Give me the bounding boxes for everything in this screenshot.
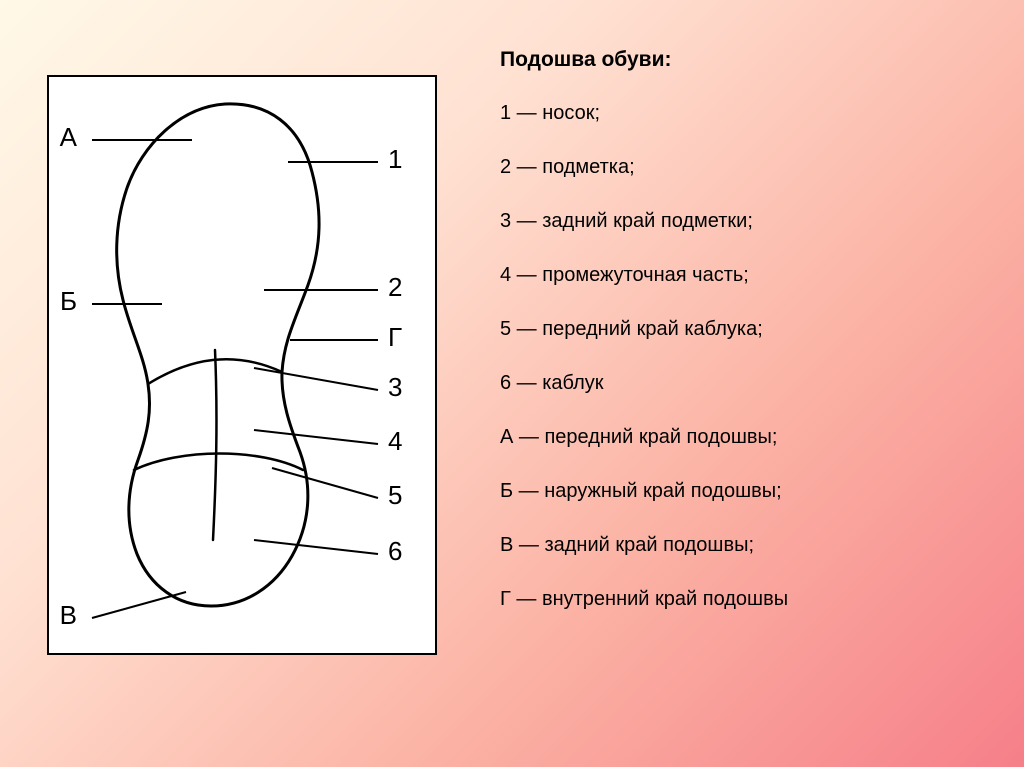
legend-item: 2 — подметка;	[500, 154, 1000, 180]
legend-item: 5 — передний край каблука;	[500, 316, 1000, 342]
page-root: А Б В 1 2 Г 3 4 5 6 Подошва обуви: 1 — носок; 2 —…	[0, 0, 1024, 767]
svg-text:Г: Г	[388, 322, 402, 352]
legend-item: Б — наружный край подошвы;	[500, 478, 1000, 504]
legend-item: Г — внутренний край подошвы	[500, 586, 1000, 612]
svg-text:3: 3	[388, 372, 402, 402]
svg-text:1: 1	[388, 144, 402, 174]
legend-item: 6 — каблук	[500, 370, 1000, 396]
legend-title: Подошва обуви:	[500, 48, 1000, 72]
svg-text:4: 4	[388, 426, 402, 456]
sole-diagram-svg: А Б В 1 2 Г 3 4 5 6	[0, 0, 480, 720]
svg-text:5: 5	[388, 480, 402, 510]
svg-text:А: А	[60, 122, 78, 152]
legend-item: А — передний край подошвы;	[500, 424, 1000, 450]
legend-item: 3 — задний край подметки;	[500, 208, 1000, 234]
diagram-panel: А Б В 1 2 Г 3 4 5 6	[0, 0, 480, 720]
legend-item: 1 — носок;	[500, 100, 1000, 126]
svg-text:2: 2	[388, 272, 402, 302]
svg-text:6: 6	[388, 536, 402, 566]
legend-item: 4 — промежуточная часть;	[500, 262, 1000, 288]
legend-panel: Подошва обуви: 1 — носок; 2 — подметка; …	[500, 48, 1000, 640]
svg-text:Б: Б	[60, 286, 77, 316]
legend-item: В — задний край подошвы;	[500, 532, 1000, 558]
svg-text:В: В	[60, 600, 77, 630]
